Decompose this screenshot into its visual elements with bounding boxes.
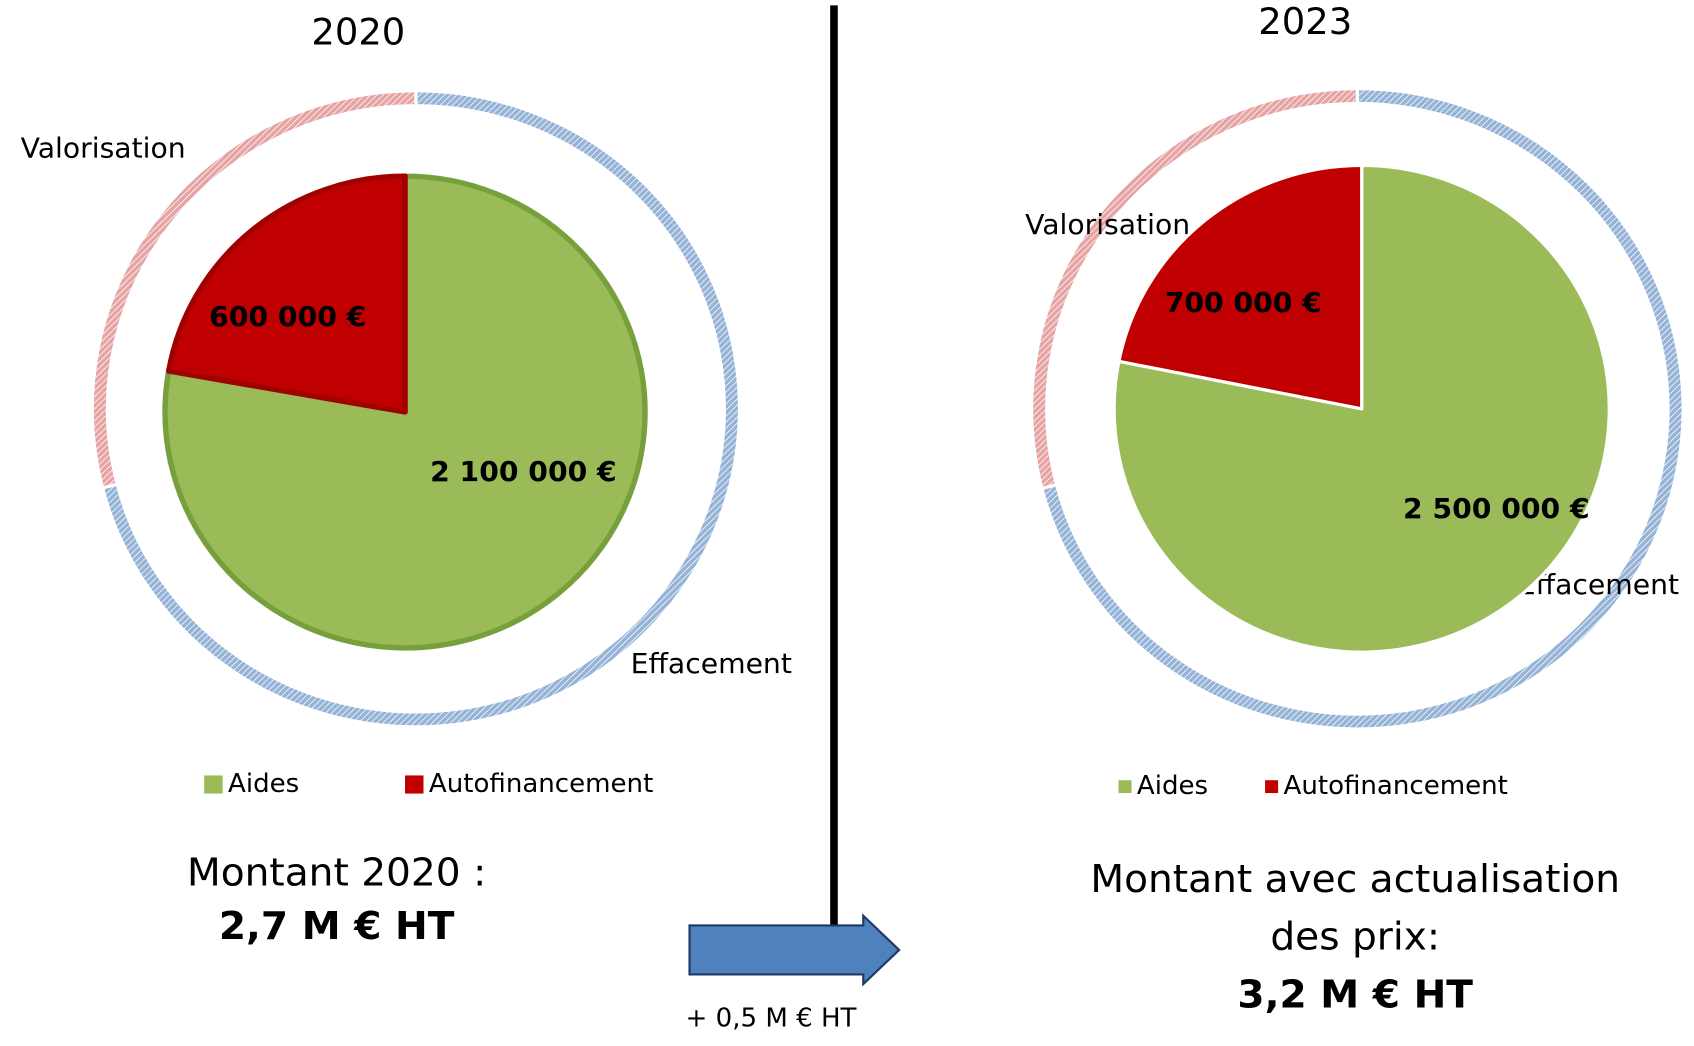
legend-label: Aides <box>1137 771 1208 801</box>
legend-label: Aides <box>228 769 299 799</box>
ring-label: Valorisation <box>1025 208 1190 241</box>
chart-title: 2023 <box>1258 0 1352 43</box>
arrow <box>688 913 901 987</box>
caption: 3,2 M € HT <box>1237 973 1473 1018</box>
legend-swatch <box>204 775 223 794</box>
pie-slice <box>1117 163 1364 411</box>
pie-slice <box>162 173 648 651</box>
caption: 2,7 M € HT <box>219 904 455 949</box>
ring-label: Valorisation <box>21 132 186 165</box>
legend-label: Autofinancement <box>1284 771 1508 801</box>
value-label: 700 000 € <box>1165 286 1322 319</box>
arrow-label: + 0,5 M € HT <box>686 1004 857 1034</box>
legend-swatch <box>1118 780 1132 794</box>
chart-title: 2020 <box>311 11 405 54</box>
pie-slice <box>165 173 408 415</box>
value-label: 600 000 € <box>209 300 366 333</box>
caption: Montant 2020 : <box>187 851 486 896</box>
legend-label: Autofinancement <box>429 769 653 799</box>
value-label: 2 100 000 € <box>430 455 617 488</box>
value-label: 2 500 000 € <box>1403 492 1590 525</box>
ring-label: Effacement <box>631 647 792 680</box>
caption: Montant avec actualisation <box>1090 857 1620 902</box>
legend-swatch <box>1265 780 1279 794</box>
caption: des prix: <box>1270 915 1440 960</box>
legend-swatch <box>405 775 424 794</box>
